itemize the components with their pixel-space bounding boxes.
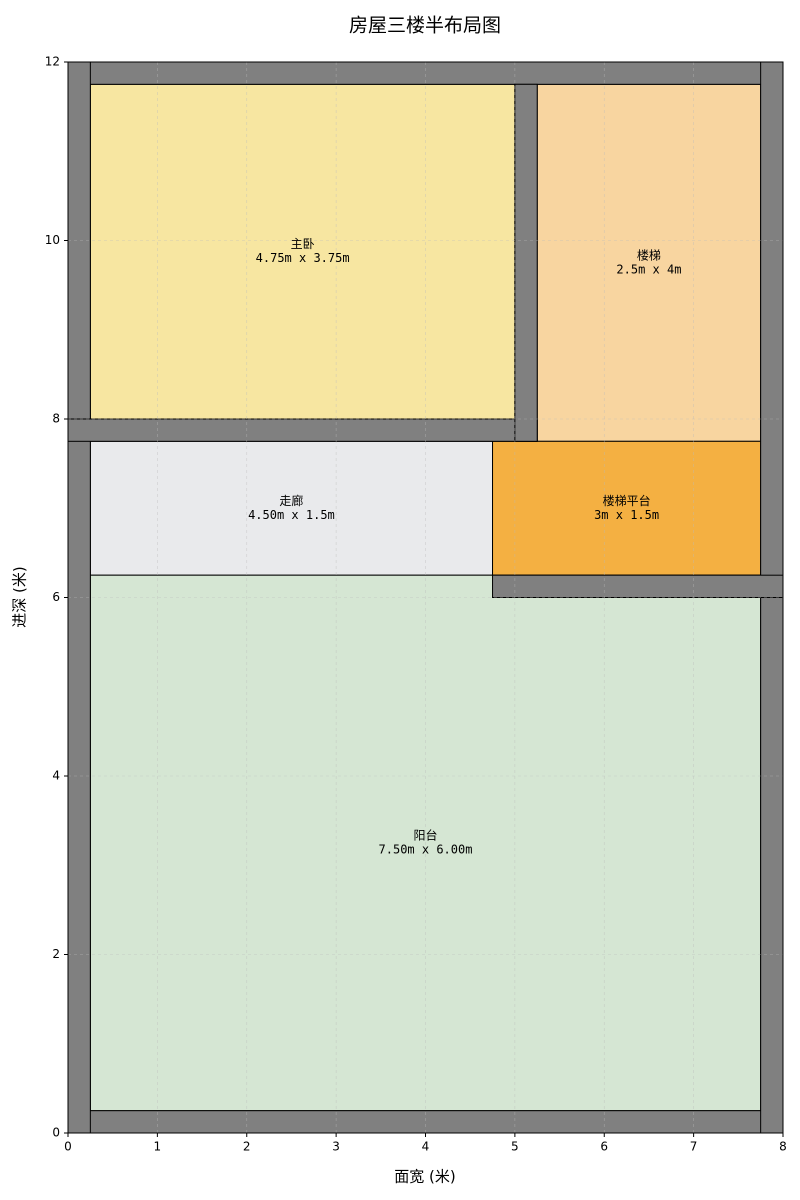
room-size: 4.75m x 3.75m (256, 251, 350, 265)
y-tick-label: 10 (45, 233, 60, 247)
x-axis-label: 面宽 (米) (394, 1168, 455, 1186)
room-size: 2.5m x 4m (616, 262, 681, 276)
x-tick-label: 4 (422, 1140, 430, 1154)
room-size: 3m x 1.5m (594, 508, 659, 522)
x-tick-label: 6 (600, 1140, 608, 1154)
chart-title: 房屋三楼半布局图 (349, 15, 501, 37)
room-size: 4.50m x 1.5m (248, 508, 335, 522)
y-tick-label: 8 (52, 412, 60, 426)
x-tick-label: 7 (690, 1140, 698, 1154)
room (492, 440, 762, 576)
wall (67, 418, 538, 442)
y-tick-label: 12 (45, 55, 60, 69)
y-tick-label: 4 (52, 769, 60, 783)
room-name: 楼梯平台 (603, 493, 651, 508)
y-tick-label: 0 (52, 1126, 60, 1140)
room-size: 7.50m x 6.00m (379, 842, 473, 856)
room-name: 主卧 (291, 237, 315, 251)
wall (492, 574, 784, 598)
room-name: 阳台 (413, 827, 437, 842)
x-tick-label: 0 (64, 1140, 72, 1154)
wall (514, 83, 538, 442)
x-tick-label: 5 (511, 1140, 519, 1154)
x-tick-label: 3 (332, 1140, 340, 1154)
y-axis-label: 进深 (米) (11, 566, 29, 627)
y-tick-label: 2 (52, 947, 60, 961)
room-name: 楼梯 (637, 247, 661, 262)
x-tick-label: 8 (779, 1140, 787, 1154)
y-tick-label: 6 (52, 590, 60, 604)
room (89, 83, 516, 420)
room-name: 走廊 (279, 493, 303, 508)
x-tick-label: 1 (154, 1140, 162, 1154)
room (536, 83, 762, 442)
x-tick-label: 2 (243, 1140, 251, 1154)
